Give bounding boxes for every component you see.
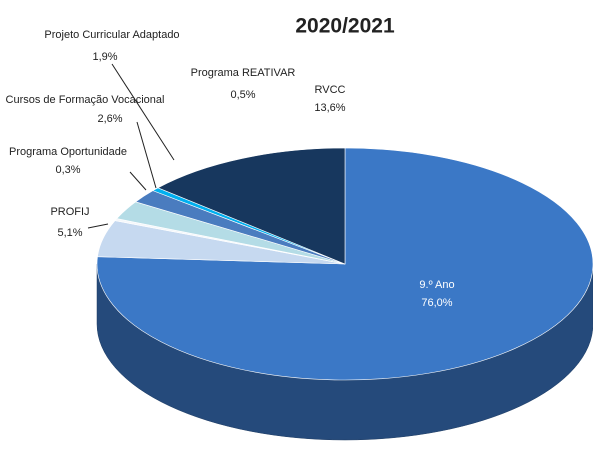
value-label: 13,6% <box>314 102 345 114</box>
value-label: 0,3% <box>55 164 80 176</box>
slice-label: Programa REATIVAR <box>191 67 296 79</box>
slice-label: RVCC <box>315 84 346 96</box>
leader-line <box>87 223 109 229</box>
slice-label: Cursos de Formação Vocacional <box>6 94 165 106</box>
value-label: 1,9% <box>92 51 117 63</box>
value-label: 2,6% <box>97 113 122 125</box>
slice-label: Programa Oportunidade <box>9 146 127 158</box>
leader-line <box>136 121 157 189</box>
slice-label: 9.º Ano <box>419 279 454 291</box>
slice-label: Projeto Curricular Adaptado <box>44 29 179 41</box>
value-label: 5,1% <box>57 227 82 239</box>
leader-line <box>129 171 147 191</box>
slice-label: PROFIJ <box>50 206 89 218</box>
value-label: 0,5% <box>230 89 255 101</box>
slice <box>157 147 346 265</box>
leader-line <box>111 63 175 161</box>
value-label: 76,0% <box>421 297 452 309</box>
chart-title: 2020/2021 <box>295 15 395 38</box>
